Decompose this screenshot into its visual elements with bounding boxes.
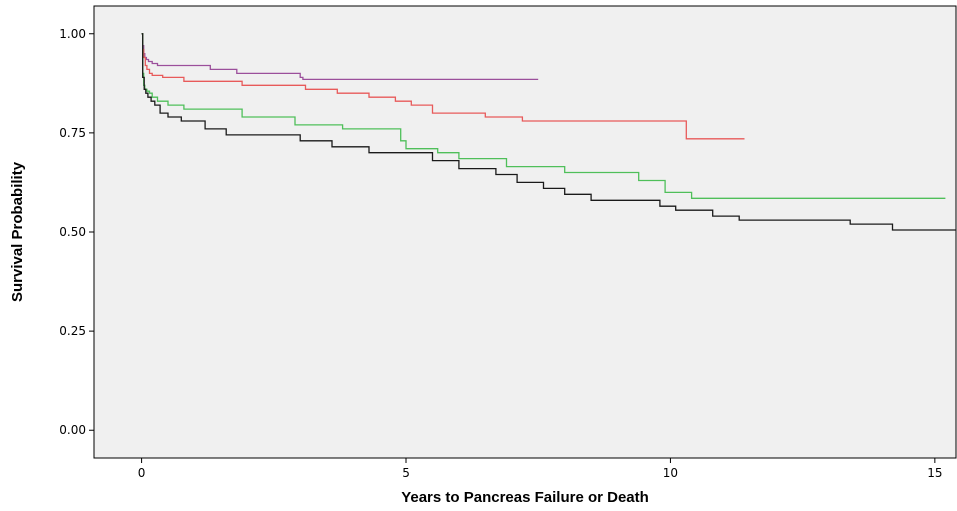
- x-tick-label: 5: [402, 466, 410, 480]
- plot-area: [93, 5, 957, 459]
- x-tick-label: 15: [927, 466, 942, 480]
- y-tick-label: 0.75: [59, 126, 86, 140]
- y-axis-ticks: 0.00 0.25 0.50 0.75 1.00: [59, 27, 94, 437]
- series-layer: [141, 33, 956, 231]
- y-axis-title: Survival Probability: [9, 161, 26, 302]
- x-tick-label: 0: [138, 466, 146, 480]
- y-tick-label: 0.25: [59, 324, 86, 338]
- y-tick-label: 1.00: [59, 27, 86, 41]
- x-axis-ticks: 0 5 10 15: [138, 458, 942, 480]
- x-tick-label: 10: [663, 466, 678, 480]
- y-tick-label: 0.00: [59, 423, 86, 437]
- survival-curve-2: [141, 33, 745, 140]
- y-tick-label: 0.50: [59, 225, 86, 239]
- x-axis-title: Years to Pancreas Failure or Death: [401, 489, 649, 506]
- survival-curve-3: [141, 33, 946, 199]
- survival-curve-4: [141, 33, 956, 231]
